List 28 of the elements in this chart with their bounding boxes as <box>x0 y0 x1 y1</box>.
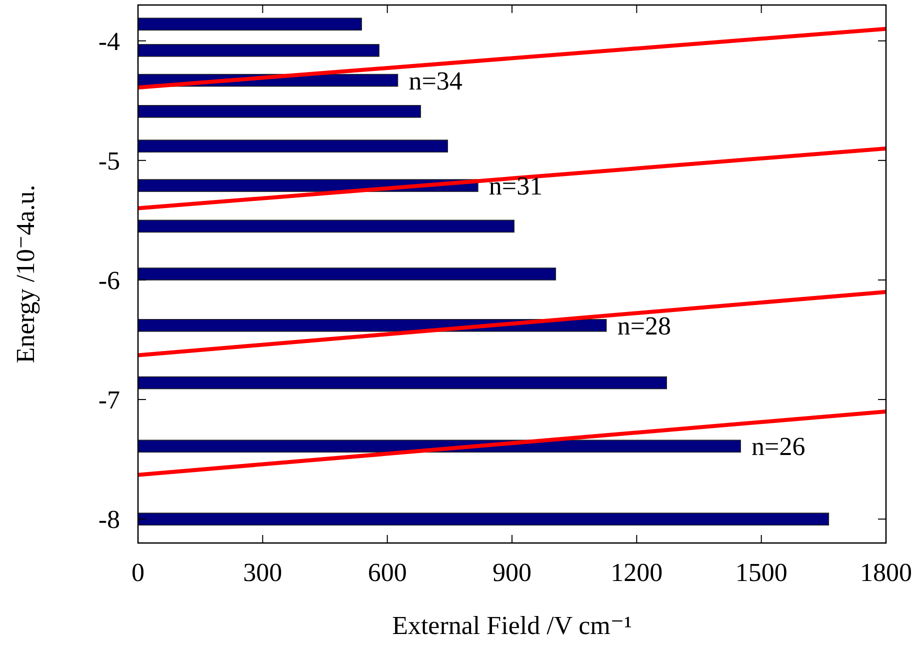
y-axis-title: Energy /10⁻4a.u. <box>11 184 40 364</box>
x-tick-label: 0 <box>132 558 144 587</box>
bar <box>138 440 741 453</box>
bar <box>138 44 380 57</box>
y-tick-label: -6 <box>98 266 120 295</box>
annotation: n=28 <box>617 311 672 340</box>
x-tick-label: 1800 <box>860 558 912 587</box>
y-tick-label: -7 <box>98 386 120 415</box>
bar <box>138 18 362 31</box>
y-tick-label: -8 <box>98 505 120 534</box>
y-tick-label: -4 <box>98 26 120 56</box>
x-axis-title: External Field /V cm⁻¹ <box>392 611 632 640</box>
bar <box>138 512 830 526</box>
y-tick-label: -5 <box>98 146 120 176</box>
bar <box>138 105 421 118</box>
annotation: n=34 <box>408 66 462 96</box>
x-tick-label: 600 <box>368 558 407 587</box>
x-tick-label: 300 <box>243 558 282 587</box>
bar <box>138 220 514 233</box>
annotation: n=26 <box>752 432 806 462</box>
x-tick-label: 1200 <box>610 558 663 587</box>
x-tick-label: 1500 <box>735 558 788 587</box>
bar <box>138 376 667 390</box>
x-tick-label: 900 <box>492 558 532 587</box>
annotation: n=31 <box>488 172 543 201</box>
bar <box>138 268 556 280</box>
bar <box>138 140 448 152</box>
bar <box>138 319 607 332</box>
